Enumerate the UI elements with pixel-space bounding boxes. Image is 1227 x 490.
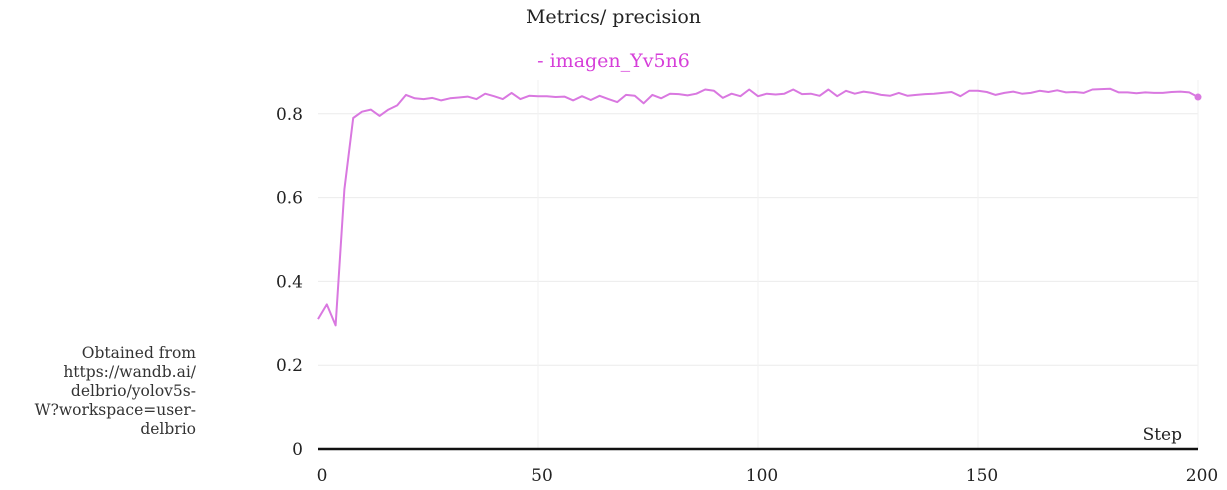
source-note-line: W?workspace=user- bbox=[34, 401, 196, 419]
series-line bbox=[317, 87, 1199, 327]
source-note-line: delbrio/yolov5s- bbox=[70, 382, 196, 400]
x-tick-label: 150 bbox=[966, 466, 998, 486]
source-note-line: delbrio bbox=[140, 420, 196, 438]
y-tick-label: 0 bbox=[292, 440, 303, 460]
y-tick-label: 0.2 bbox=[276, 356, 303, 376]
x-tick-label: 100 bbox=[746, 466, 778, 486]
series-end-point bbox=[1194, 93, 1202, 101]
x-tick-label: 0 bbox=[317, 466, 328, 486]
x-axis-label: Step bbox=[1143, 425, 1183, 445]
x-tick-label: 200 bbox=[1186, 466, 1218, 486]
chart-title: Metrics/ precision bbox=[525, 6, 702, 28]
source-note: Obtained from https://wandb.ai/ delbrio/… bbox=[10, 344, 196, 439]
x-tick-label: 50 bbox=[531, 466, 553, 486]
y-tick-label: 0.6 bbox=[276, 189, 303, 209]
y-tick-label: 0.4 bbox=[276, 272, 303, 292]
source-note-line: https://wandb.ai/ bbox=[63, 363, 196, 381]
legend-entry[interactable]: - imagen_Yv5n6 bbox=[537, 50, 690, 72]
source-note-line: Obtained from bbox=[81, 344, 196, 362]
y-tick-label: 0.8 bbox=[276, 105, 303, 125]
